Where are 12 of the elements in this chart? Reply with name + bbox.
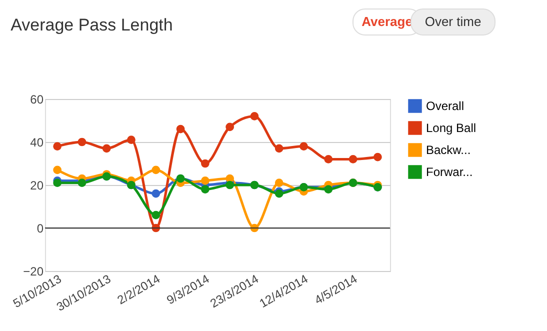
- legend-label: Forwar...: [426, 165, 473, 179]
- legend-label: Overall: [426, 99, 464, 113]
- chart-title: Average Pass Length: [10, 16, 173, 34]
- text: Average: [362, 14, 412, 29]
- y-tick-label: 20: [30, 178, 44, 192]
- text: Over time: [424, 14, 482, 29]
- y-tick-label: 40: [30, 136, 44, 150]
- y-tick-label: −20: [23, 264, 44, 278]
- legend-label: Long Ball: [426, 121, 476, 135]
- legend-label: Backw...: [426, 143, 471, 157]
- y-tick-label: 0: [36, 222, 44, 236]
- y-tick-label: 60: [30, 92, 44, 106]
